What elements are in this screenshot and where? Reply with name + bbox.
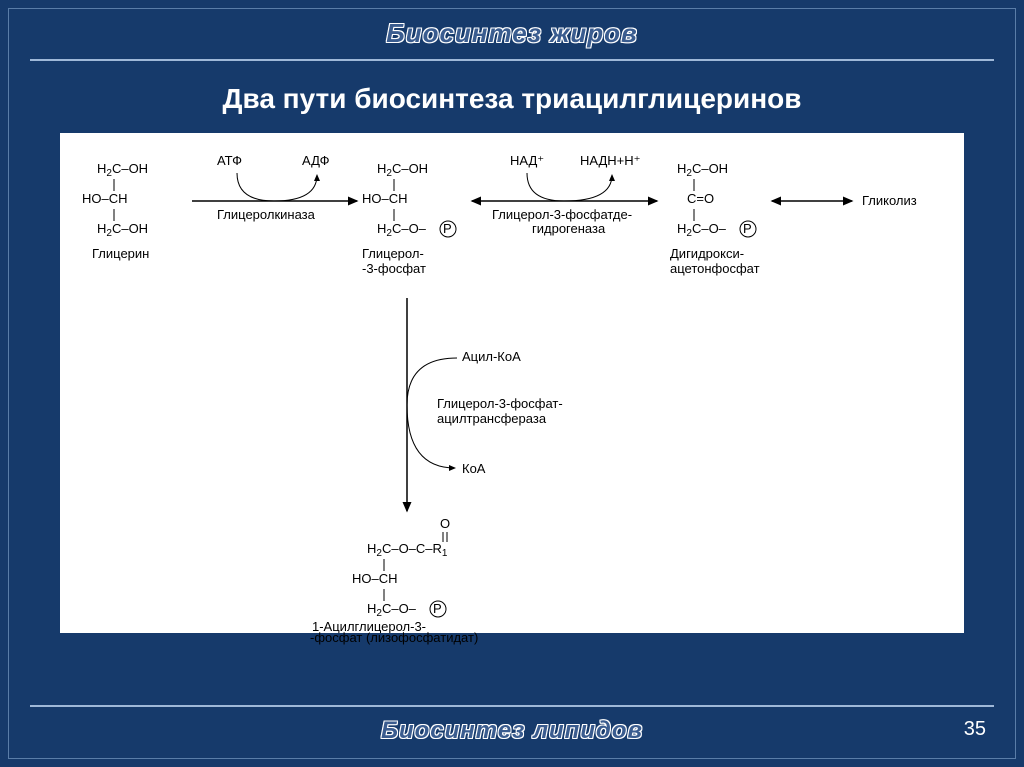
svg-text:H2C–OH: H2C–OH <box>97 161 148 179</box>
svg-text:H2C–O–: H2C–O– <box>677 221 727 239</box>
cofactor-atp: АТФ <box>217 153 242 168</box>
svg-text:HO–CH: HO–CH <box>362 191 408 206</box>
mol-acylglycerol3p: O H2C–O–C–R1 HO–CH H2C–O– P <box>352 516 450 619</box>
svg-text:P: P <box>443 221 452 236</box>
cofactor-curve-nadh <box>564 175 612 201</box>
label-g3p-1: Глицерол- <box>362 246 424 261</box>
mol-glycerin: H2C–OH HO–CH H2C–OH Глицерин <box>82 161 149 261</box>
svg-text:H2C–OH: H2C–OH <box>377 161 428 179</box>
footer-overline <box>30 705 994 707</box>
label-g3p-2: -3-фосфат <box>362 261 426 276</box>
svg-text:C=O: C=O <box>687 191 714 206</box>
enzyme-glycerokinase: Глицеролкиназа <box>217 207 316 222</box>
enzyme-g3pdh-2: гидрогеназа <box>532 221 606 236</box>
mol-dhap: H2C–OH C=O H2C–O– P Дигидрокси- ацетонфо… <box>670 161 760 276</box>
cofactor-curve-atp <box>237 173 274 201</box>
cofactor-curve-nad <box>527 173 564 201</box>
svg-text:H2C–O–C–R1: H2C–O–C–R1 <box>367 541 448 559</box>
label-dhap-1: Дигидрокси- <box>670 246 744 261</box>
label-glycerin: Глицерин <box>92 246 149 261</box>
svg-text:H2C–OH: H2C–OH <box>97 221 148 239</box>
svg-text:P: P <box>743 221 752 236</box>
svg-text:HO–CH: HO–CH <box>352 571 398 586</box>
svg-text:H2C–O–: H2C–O– <box>377 221 427 239</box>
page-number: 35 <box>964 718 986 741</box>
svg-text:O: O <box>440 516 450 531</box>
svg-text:HO–CH: HO–CH <box>82 191 128 206</box>
label-acylg3p-2: -фосфат (лизофосфатидат) <box>310 630 478 645</box>
label-dhap-2: ацетонфосфат <box>670 261 760 276</box>
pathway-diagram: H2C–OH HO–CH H2C–OH Глицерин АТФ АДФ Гли… <box>60 133 964 633</box>
enzyme-g3pdh-1: Глицерол-3-фосфатде- <box>492 207 632 222</box>
footer-title: Биосинтез липидов <box>0 717 1024 745</box>
enzyme-g3pat-2: ацилтрансфераза <box>437 411 547 426</box>
mol-glycerol3p: H2C–OH HO–CH H2C–O– P Глицерол- -3-фосфа… <box>362 161 456 276</box>
svg-text:P: P <box>433 601 442 616</box>
cofactor-curve-adp <box>274 175 317 201</box>
svg-text:H2C–O–: H2C–O– <box>367 601 417 619</box>
cofactor-nadh: НАДН+Н⁺ <box>580 153 641 168</box>
cofactor-coa: КоА <box>462 461 486 476</box>
cofactor-acylcoa: Ацил-КоА <box>462 349 521 364</box>
svg-text:H2C–OH: H2C–OH <box>677 161 728 179</box>
cofactor-nad: НАД⁺ <box>510 153 544 168</box>
label-glycolysis: Гликолиз <box>862 193 917 208</box>
cofactor-adp: АДФ <box>302 153 330 168</box>
enzyme-g3pat-1: Глицерол-3-фосфат- <box>437 396 563 411</box>
